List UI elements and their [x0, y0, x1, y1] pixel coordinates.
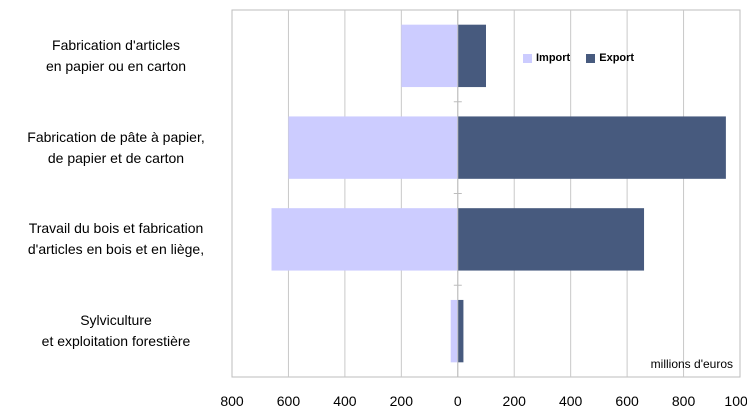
legend-item-export: Export	[586, 52, 634, 64]
x-tick-label: 400	[559, 393, 583, 409]
bar-import-2	[271, 208, 458, 271]
bars	[271, 24, 726, 363]
x-tick-label: 600	[277, 393, 301, 409]
bar-import-3	[450, 299, 458, 363]
x-tick-label: 800	[672, 393, 696, 409]
x-tick-label: 400	[333, 393, 357, 409]
x-axis-ticks: 800 600 400 200 0 200 400 600 800 1000	[220, 393, 747, 409]
bar-export-3	[457, 299, 464, 363]
category-label: Sylviculture et exploitation forestière	[41, 312, 191, 350]
category-label: Fabrication de pâte à papier, de papier …	[27, 128, 205, 166]
x-tick-label: 600	[615, 393, 639, 409]
x-tick-label: 200	[390, 393, 414, 409]
gridlines	[287, 10, 685, 377]
legend-item-import: Import	[523, 52, 570, 64]
unit-label: millions d'euros	[650, 357, 733, 371]
x-tick-label: 1000	[724, 393, 747, 409]
bar-export-2	[457, 208, 645, 271]
legend-import-label: Import	[536, 52, 571, 64]
legend: Import Export	[523, 52, 634, 64]
bar-export-1	[457, 116, 726, 179]
bar-export-0	[457, 24, 486, 88]
bar-import-1	[288, 116, 458, 179]
export-swatch	[586, 53, 596, 63]
category-axis	[453, 9, 462, 378]
bar-import-0	[401, 24, 458, 88]
x-tick-label: 200	[503, 393, 527, 409]
category-label: Fabrication d'articles en papier ou en c…	[45, 36, 187, 74]
category-label: Travail du bois et fabrication d'article…	[27, 220, 205, 258]
x-tick-label: 800	[220, 393, 244, 409]
x-tick-label: 0	[454, 393, 462, 409]
legend-export-label: Export	[599, 52, 635, 64]
import-swatch	[523, 53, 532, 63]
